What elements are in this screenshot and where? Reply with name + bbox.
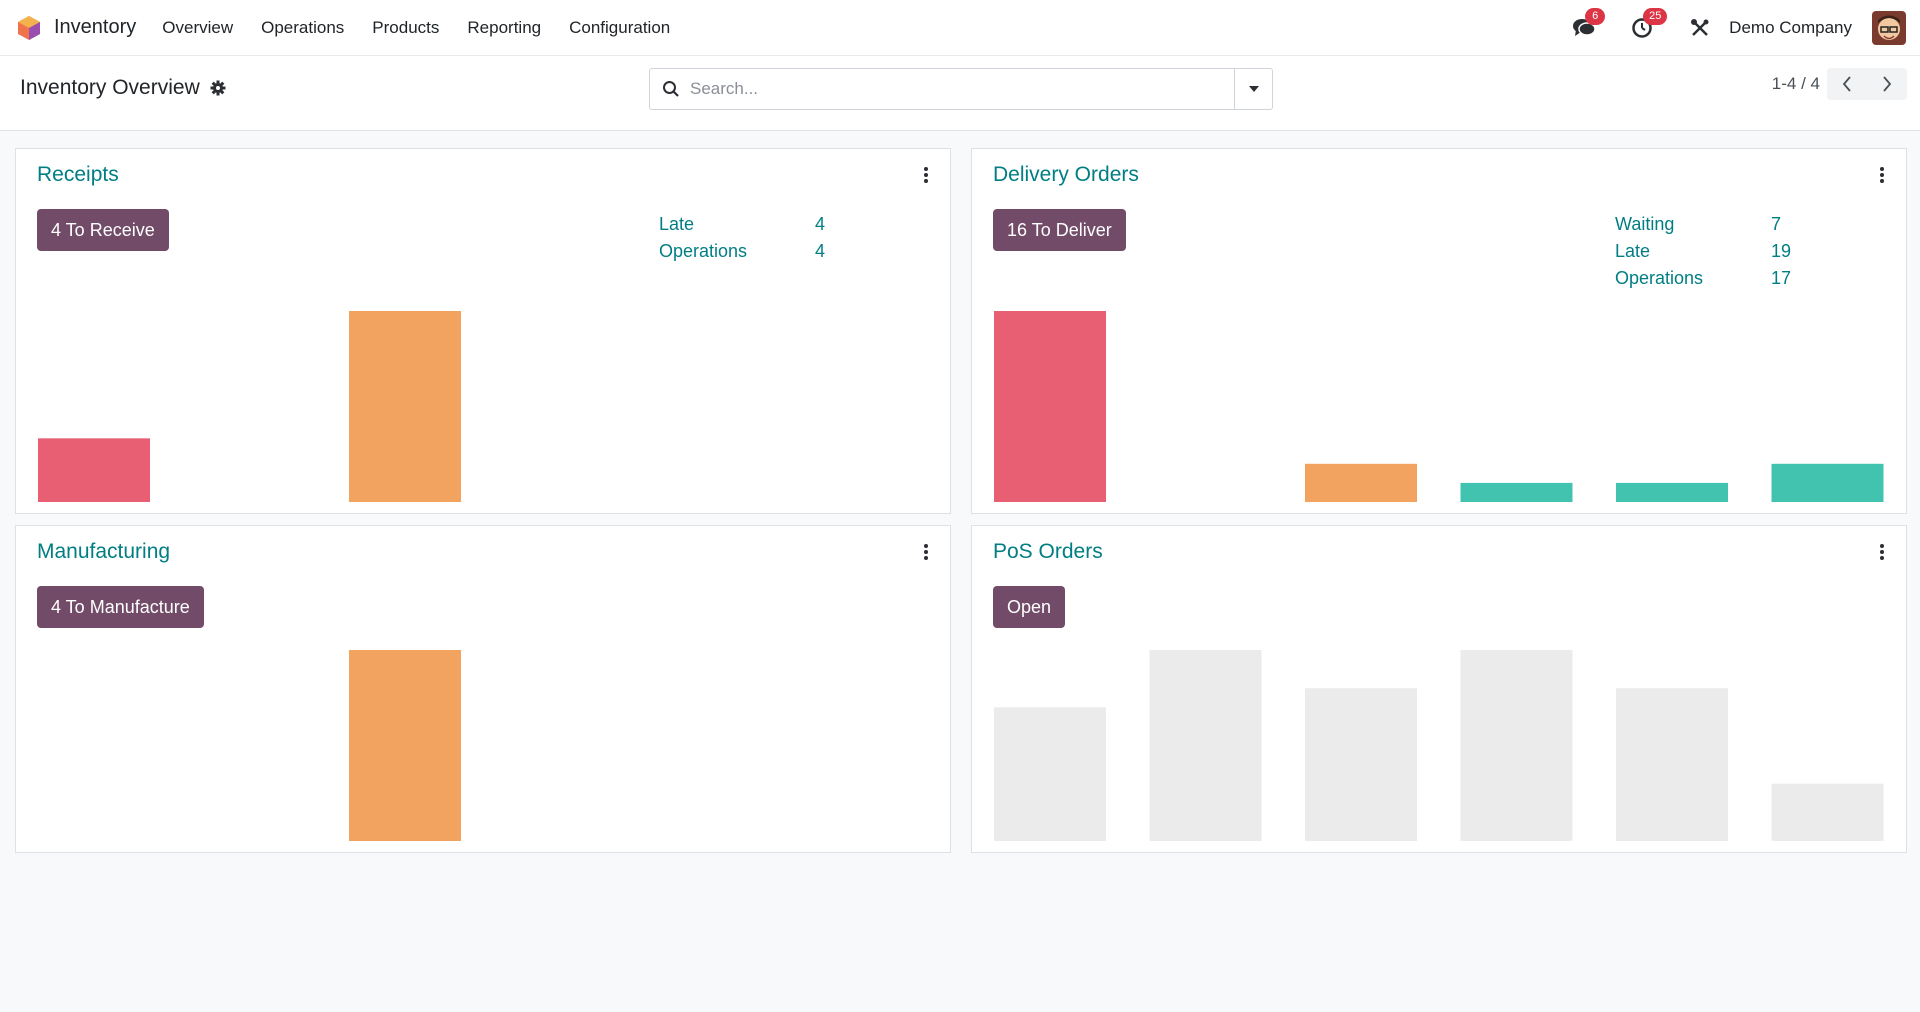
odoo-inventory-logo-icon[interactable]	[16, 15, 42, 41]
stat-operations[interactable]: Operations 4	[659, 238, 825, 265]
user-avatar[interactable]	[1872, 11, 1906, 45]
stat-operations[interactable]: Operations 17	[1615, 265, 1791, 292]
chevron-right-icon	[1883, 76, 1892, 92]
chart-bar[interactable]	[994, 311, 1106, 502]
menu-reporting[interactable]: Reporting	[467, 17, 542, 37]
chart-bar[interactable]	[38, 438, 150, 502]
search-bar	[649, 68, 1273, 110]
stat-value: 4	[815, 241, 826, 261]
stat-value: 17	[1771, 268, 1792, 288]
card-title[interactable]: Receipts	[37, 163, 119, 186]
stat-value: 4	[815, 214, 826, 234]
open-session-button[interactable]: Open	[993, 586, 1066, 628]
stat-late[interactable]: Late 19	[1615, 238, 1791, 265]
top-navbar: Inventory Overview Operations Products R…	[0, 0, 1920, 56]
chart-bar[interactable]	[994, 707, 1106, 841]
kebab-menu-icon[interactable]	[1876, 165, 1888, 185]
kebab-menu-icon[interactable]	[1876, 542, 1888, 562]
chart-bar[interactable]	[1460, 482, 1573, 502]
delivery-bar-chart[interactable]	[972, 149, 1908, 515]
chart-bar[interactable]	[1305, 688, 1417, 841]
chart-bar[interactable]	[349, 650, 461, 841]
stat-label: Late	[659, 214, 695, 234]
chart-bar[interactable]	[1149, 650, 1262, 841]
pager-previous-button[interactable]	[1827, 68, 1867, 100]
card-title[interactable]: Delivery Orders	[993, 163, 1139, 186]
menu-configuration[interactable]: Configuration	[569, 17, 671, 37]
app-name[interactable]: Inventory	[54, 16, 137, 38]
main-menu: Overview Operations Products Reporting C…	[162, 18, 698, 38]
chart-bar[interactable]	[1460, 650, 1573, 841]
stat-label: Waiting	[1615, 214, 1675, 234]
to-receive-button[interactable]: 4 To Receive	[37, 209, 169, 251]
activities-badge: 25	[1643, 8, 1668, 25]
messages-icon[interactable]: 6	[1569, 8, 1606, 43]
stat-value: 19	[1771, 241, 1792, 261]
search-options-toggle[interactable]	[1234, 69, 1272, 109]
stat-label: Late	[1615, 241, 1651, 261]
gear-icon[interactable]	[210, 80, 226, 96]
pager-next-button[interactable]	[1867, 68, 1907, 100]
search-input[interactable]	[690, 70, 1234, 108]
kebab-menu-icon[interactable]	[920, 165, 932, 185]
delivery-orders-card: Delivery Orders 16 To Deliver Waiting 7 …	[971, 148, 1907, 514]
debug-tools-icon[interactable]	[1685, 13, 1715, 43]
card-title[interactable]: PoS Orders	[993, 540, 1103, 563]
stats-list: Waiting 7 Late 19 Operations 17	[1615, 211, 1791, 292]
stat-waiting[interactable]: Waiting 7	[1615, 211, 1791, 238]
control-panel: Inventory Overview	[0, 56, 1920, 131]
page-title-text: Inventory Overview	[20, 76, 200, 99]
pos-placeholder-bar-chart[interactable]	[972, 526, 1908, 854]
page-title: Inventory Overview	[20, 76, 226, 100]
pager-value[interactable]: 1-4 / 4	[1771, 74, 1820, 93]
chevron-left-icon	[1842, 76, 1851, 92]
pos-orders-card: PoS Orders Open	[971, 525, 1907, 853]
chart-bar[interactable]	[1771, 463, 1884, 502]
messages-badge: 6	[1585, 8, 1606, 25]
stat-label: Operations	[1615, 268, 1704, 288]
chart-bar[interactable]	[1616, 482, 1728, 502]
kebab-menu-icon[interactable]	[920, 542, 932, 562]
chart-bar[interactable]	[1305, 463, 1417, 502]
stat-late[interactable]: Late 4	[659, 211, 825, 238]
stat-value: 7	[1771, 214, 1782, 234]
activities-clock-icon[interactable]: 25	[1627, 8, 1668, 43]
stats-list: Late 4 Operations 4	[659, 211, 825, 265]
receipts-bar-chart[interactable]	[16, 149, 952, 515]
menu-operations[interactable]: Operations	[261, 17, 345, 37]
menu-overview[interactable]: Overview	[162, 17, 234, 37]
manufacturing-bar-chart[interactable]	[16, 526, 952, 854]
stat-label: Operations	[659, 241, 748, 261]
menu-products[interactable]: Products	[372, 17, 440, 37]
card-title[interactable]: Manufacturing	[37, 540, 171, 563]
receipts-card: Receipts 4 To Receive Late 4 Operations …	[15, 148, 951, 514]
search-icon	[662, 80, 680, 98]
navbar-systray: 6 25 Demo Company	[1569, 0, 1920, 56]
manufacturing-card: Manufacturing 4 To Manufacture	[15, 525, 951, 853]
caret-down-icon	[1248, 86, 1259, 92]
to-manufacture-button[interactable]: 4 To Manufacture	[37, 586, 204, 628]
to-deliver-button[interactable]: 16 To Deliver	[993, 209, 1126, 251]
chart-bar[interactable]	[1616, 688, 1728, 841]
chart-bar[interactable]	[1771, 783, 1884, 841]
company-switcher[interactable]: Demo Company	[1729, 18, 1852, 37]
chart-bar[interactable]	[349, 311, 461, 502]
